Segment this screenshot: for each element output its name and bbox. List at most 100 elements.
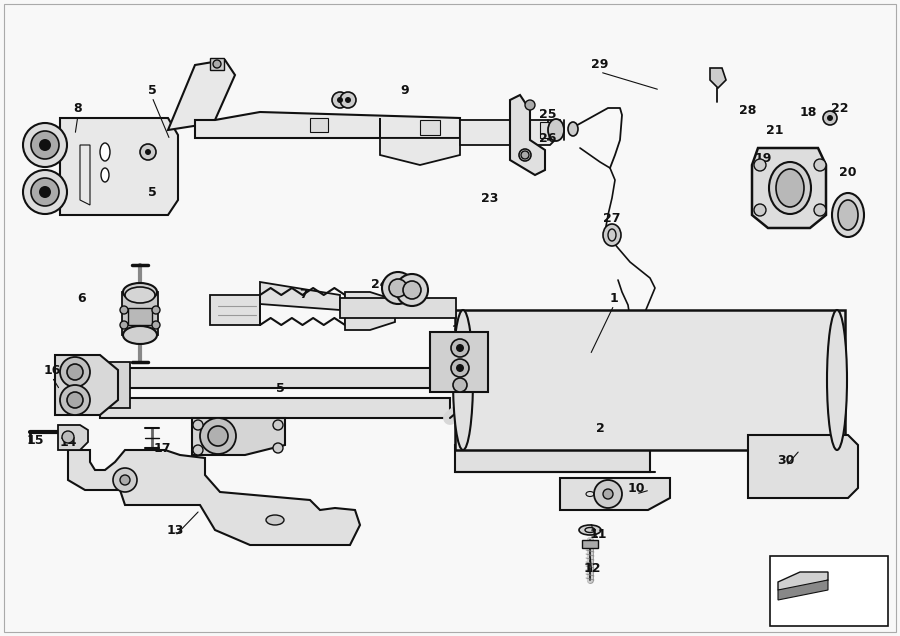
Text: 27: 27 [603, 212, 621, 225]
Circle shape [31, 178, 59, 206]
Circle shape [345, 97, 351, 103]
Circle shape [193, 420, 203, 430]
Ellipse shape [579, 525, 601, 535]
Polygon shape [560, 478, 670, 510]
Polygon shape [168, 60, 235, 130]
Bar [310, 118, 328, 132]
Circle shape [113, 468, 137, 492]
Text: 25: 25 [539, 109, 557, 121]
Text: 5: 5 [148, 83, 157, 97]
Polygon shape [122, 292, 158, 335]
Ellipse shape [101, 168, 109, 182]
Circle shape [827, 115, 833, 121]
Ellipse shape [100, 143, 110, 161]
Ellipse shape [396, 274, 428, 306]
Circle shape [23, 123, 67, 167]
Circle shape [213, 60, 221, 68]
Circle shape [31, 131, 59, 159]
Text: 5: 5 [340, 93, 349, 106]
Polygon shape [192, 418, 285, 455]
Ellipse shape [403, 281, 421, 299]
Text: 18: 18 [799, 106, 816, 118]
Polygon shape [68, 450, 360, 545]
Polygon shape [195, 112, 460, 138]
Text: 24: 24 [371, 279, 389, 291]
Circle shape [60, 385, 90, 415]
Text: 12: 12 [583, 562, 601, 574]
Text: 9: 9 [400, 83, 410, 97]
Circle shape [814, 204, 826, 216]
Text: 7: 7 [300, 289, 309, 301]
Ellipse shape [266, 515, 284, 525]
Polygon shape [455, 310, 845, 450]
Circle shape [193, 445, 203, 455]
Circle shape [120, 475, 130, 485]
Circle shape [120, 306, 128, 314]
Circle shape [62, 431, 74, 443]
Text: 11: 11 [590, 527, 607, 541]
Circle shape [152, 321, 160, 329]
Circle shape [451, 339, 469, 357]
Polygon shape [430, 332, 488, 392]
Text: 10: 10 [627, 481, 644, 495]
Polygon shape [710, 68, 726, 88]
Polygon shape [128, 308, 152, 325]
Circle shape [39, 186, 51, 198]
Polygon shape [260, 282, 340, 310]
Polygon shape [510, 95, 545, 175]
Text: 4: 4 [457, 342, 466, 354]
Polygon shape [100, 362, 130, 408]
Polygon shape [100, 368, 450, 388]
Polygon shape [778, 580, 828, 600]
Circle shape [23, 170, 67, 214]
Polygon shape [748, 435, 858, 498]
Text: 23: 23 [482, 191, 499, 205]
Polygon shape [778, 572, 828, 590]
Text: 13: 13 [166, 523, 184, 537]
Circle shape [456, 364, 464, 372]
Bar [420, 120, 440, 135]
Text: 26: 26 [539, 132, 557, 144]
Ellipse shape [548, 119, 564, 141]
Polygon shape [752, 148, 826, 228]
Text: 2: 2 [596, 422, 605, 434]
Bar [210, 58, 224, 70]
Circle shape [823, 111, 837, 125]
Text: 8: 8 [74, 102, 82, 114]
Circle shape [456, 344, 464, 352]
Text: 21: 21 [766, 123, 784, 137]
Circle shape [152, 306, 160, 314]
Ellipse shape [838, 200, 858, 230]
Text: 14: 14 [59, 436, 76, 448]
Ellipse shape [776, 169, 804, 207]
Circle shape [39, 139, 51, 151]
Polygon shape [80, 145, 90, 205]
Circle shape [337, 97, 343, 103]
Text: 22: 22 [832, 102, 849, 114]
Polygon shape [380, 118, 460, 165]
Circle shape [67, 364, 83, 380]
Circle shape [451, 359, 469, 377]
Circle shape [60, 357, 90, 387]
Circle shape [208, 426, 228, 446]
Bar [540, 122, 558, 138]
Ellipse shape [603, 224, 621, 246]
Ellipse shape [125, 287, 155, 303]
Bar [770, 556, 888, 626]
Text: 00128123: 00128123 [802, 610, 856, 620]
Bar [455, 310, 845, 450]
Circle shape [754, 159, 766, 171]
Text: 29: 29 [591, 59, 608, 71]
Polygon shape [345, 292, 395, 330]
Text: 3: 3 [451, 324, 459, 336]
Circle shape [67, 392, 83, 408]
Text: 30: 30 [778, 453, 795, 466]
Text: 20: 20 [839, 165, 857, 179]
Ellipse shape [382, 272, 414, 304]
Text: 5: 5 [473, 359, 482, 371]
Text: 15: 15 [26, 434, 44, 446]
Text: 1: 1 [609, 291, 618, 305]
Circle shape [754, 204, 766, 216]
Circle shape [120, 321, 128, 329]
Circle shape [525, 100, 535, 110]
